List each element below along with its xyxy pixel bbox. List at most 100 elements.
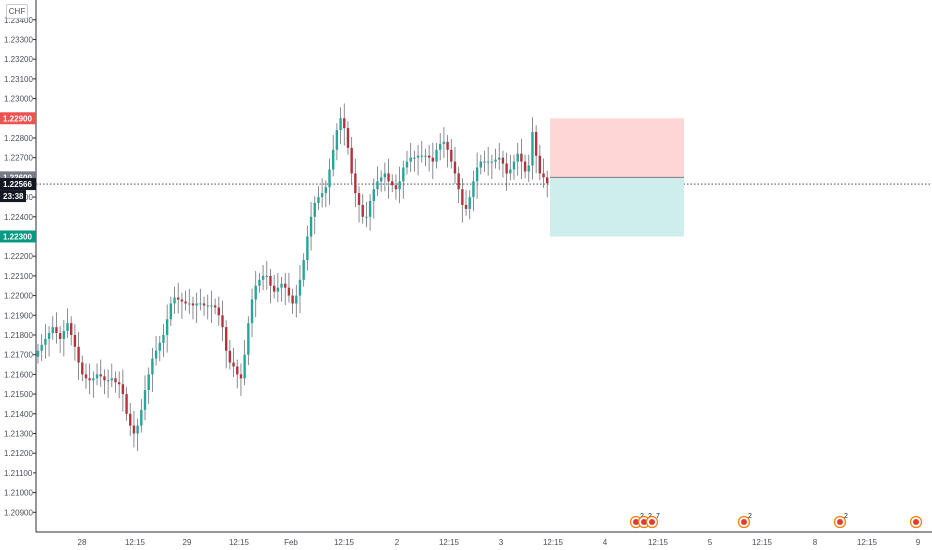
candle-down [236,366,239,375]
take-profit-zone [550,177,684,237]
candle-up [265,275,268,277]
price-tick-label: 1.21800 [4,331,33,340]
price-tick-label: 1.21700 [4,351,33,360]
price-tick-label: 1.20900 [4,508,33,517]
price-tick-label: 1.23400 [4,16,33,25]
candle-up [512,161,516,170]
candle-down [103,376,106,381]
candle-up [398,181,401,190]
candle-up [44,338,47,345]
candle-down [427,155,431,158]
candle-up [494,159,497,162]
candle-up [306,236,309,261]
candle-down [354,173,357,194]
candle-up [498,157,501,160]
time-tick-label: 9 [916,538,921,547]
time-tick-label: Feb [284,538,298,547]
candle-series [36,103,549,452]
candle-up [173,297,176,304]
candle-up [280,283,283,288]
candle-up [243,354,246,379]
event-count-label: 2 [748,513,752,520]
candle-up [483,161,486,163]
price-tick-label: 1.22700 [4,154,33,163]
candle-up [136,425,139,434]
candle-up [527,165,530,172]
candle-down [446,141,449,150]
candle-down [221,315,224,328]
candle-down [287,287,291,296]
candle-down [191,303,195,306]
candle-down [453,161,457,174]
candle-up [206,305,209,307]
candle-up [165,319,169,335]
candle-up [368,201,372,217]
candle-down [114,378,117,383]
candle-up [475,167,479,182]
candle-up [383,173,387,178]
candle-up [36,350,40,357]
time-tick-label: 12:15 [229,538,250,547]
candle-down [350,147,353,174]
candle-up [188,303,191,305]
candle-down [77,346,80,363]
candle-down [184,301,187,304]
price-tick-label: 1.21200 [4,449,33,458]
candle-up [339,118,342,131]
event-flag-icon [913,519,919,525]
candle-up [328,169,331,188]
candle-up [143,390,147,410]
candle-up [413,157,416,159]
candle-down [125,394,128,414]
risk-reward-tool[interactable] [550,118,684,237]
candle-up [376,181,379,190]
price-tick-label: 1.21100 [4,469,33,478]
candle-down [117,382,121,385]
candle-up [92,378,95,381]
price-tick-label: 1.21000 [4,489,33,498]
candle-up [309,216,313,237]
candle-down [505,163,508,174]
candle-up [195,303,198,306]
event-count-label: 2 [844,513,848,520]
candle-up [435,149,438,162]
candle-up [324,187,328,194]
price-tick-label: 1.23000 [4,95,33,104]
candle-up [479,161,482,168]
price-tick-label: 1.21500 [4,390,33,399]
candle-up [210,305,213,307]
candle-down [269,275,272,286]
candle-up [154,350,158,359]
stop-loss-zone [550,118,684,178]
candle-down [272,285,276,292]
candle-down [217,307,221,316]
time-tick-label: 12:15 [857,538,878,547]
price-tick-label: 1.21900 [4,311,33,320]
candle-down [361,204,364,217]
candle-up [302,260,305,280]
currency-badge[interactable]: CHF [6,4,28,19]
candle-down [520,153,523,162]
time-tick-label: 8 [813,538,818,547]
time-tick-label: 2 [395,538,400,547]
time-tick-label: 5 [708,538,713,547]
candle-up [424,155,427,157]
candle-up [468,197,471,209]
price-tick-label: 1.22200 [4,252,33,261]
price-tick-label: 1.23200 [4,55,33,64]
time-tick-label: 4 [603,538,608,547]
event-markers[interactable]: 22722 [629,513,923,529]
candle-up [335,130,339,150]
candle-up [416,155,420,158]
candle-up [276,287,280,292]
time-tick-label: 12:15 [439,538,460,547]
candle-up [110,378,113,381]
price-tick-label: 1.22000 [4,292,33,301]
candle-up [516,153,519,162]
axes: 1.20900 1.21000 1.21100 1.21200 1.21300 1.214… [4,0,932,547]
candle-up [158,342,161,351]
price-tick-label: 1.23100 [4,75,33,84]
candle-up [405,161,409,168]
